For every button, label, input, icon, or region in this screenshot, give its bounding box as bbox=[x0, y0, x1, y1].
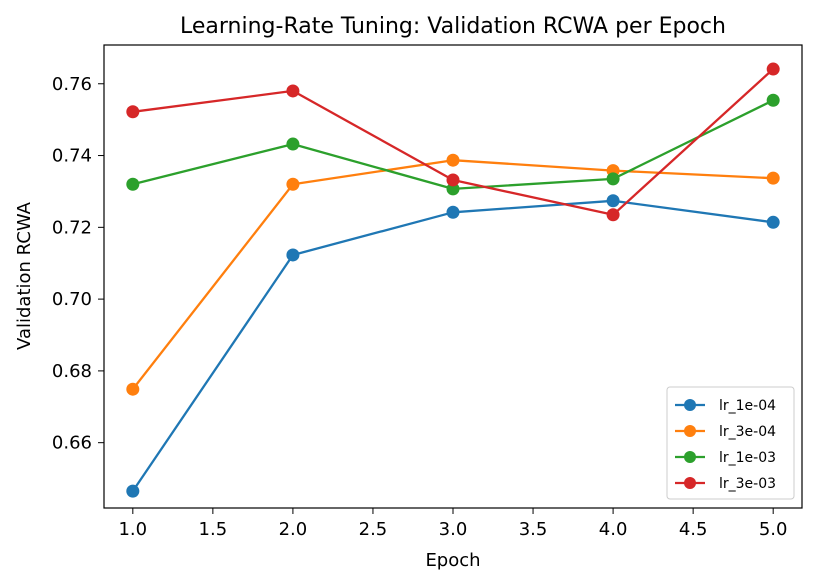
data-point bbox=[766, 215, 780, 229]
legend-marker bbox=[684, 477, 696, 489]
x-tick-label: 3.0 bbox=[439, 519, 468, 540]
legend: lr_1e-04 lr_3e-04 lr_1e-03 lr_3e-03 bbox=[666, 386, 795, 500]
y-tick-label: 0.68 bbox=[52, 361, 92, 382]
data-point bbox=[446, 205, 460, 219]
chart-title: Learning-Rate Tuning: Validation RCWA pe… bbox=[180, 14, 726, 39]
legend-entry: lr_1e-03 bbox=[675, 450, 776, 466]
legend-box bbox=[666, 386, 795, 500]
series-lr_3e-03 bbox=[126, 62, 780, 222]
data-point bbox=[126, 484, 140, 498]
legend-marker bbox=[684, 399, 696, 411]
y-axis-label: Validation RCWA bbox=[14, 201, 35, 350]
x-tick-label: 2.0 bbox=[279, 519, 308, 540]
legend-label: lr_1e-03 bbox=[719, 450, 776, 466]
data-point bbox=[286, 177, 300, 191]
data-point bbox=[766, 62, 780, 76]
data-point bbox=[126, 177, 140, 191]
legend-label: lr_3e-03 bbox=[719, 476, 776, 492]
series-lr_1e-04 bbox=[126, 194, 780, 498]
plot-frame bbox=[103, 44, 803, 509]
data-point bbox=[766, 93, 780, 107]
data-point bbox=[446, 182, 460, 196]
y-tick-label: 0.76 bbox=[52, 74, 92, 95]
data-point bbox=[286, 84, 300, 98]
legend-marker bbox=[684, 451, 696, 463]
x-tick-label: 3.5 bbox=[519, 519, 548, 540]
legend-marker bbox=[684, 425, 696, 437]
series-lr_1e-03 bbox=[126, 93, 780, 196]
legend-entry: lr_1e-04 bbox=[675, 398, 776, 414]
data-point bbox=[286, 137, 300, 151]
data-point bbox=[446, 153, 460, 167]
data-point bbox=[286, 248, 300, 262]
y-tick-label: 0.74 bbox=[52, 146, 92, 167]
data-point bbox=[126, 382, 140, 396]
legend-label: lr_1e-04 bbox=[719, 398, 776, 414]
legend-entry: lr_3e-03 bbox=[675, 476, 776, 492]
legend-entry: lr_3e-04 bbox=[675, 424, 776, 440]
y-tick-label: 0.70 bbox=[52, 289, 92, 310]
x-axis-label: Epoch bbox=[425, 550, 480, 571]
data-point bbox=[766, 171, 780, 185]
data-point bbox=[126, 105, 140, 119]
data-point bbox=[446, 173, 460, 187]
y-tick-label: 0.72 bbox=[52, 217, 92, 238]
plot-area: 1.0 1.5 2.0 2.5 3.0 3.5 4.0 4.5 5.0 0.66 0.68 0.70 0… bbox=[52, 62, 788, 540]
data-point bbox=[606, 172, 620, 186]
x-tick-label: 4.5 bbox=[679, 519, 708, 540]
x-tick-label: 5.0 bbox=[759, 519, 788, 540]
data-point bbox=[606, 194, 620, 208]
x-tick-label: 1.5 bbox=[199, 519, 228, 540]
y-tick-label: 0.66 bbox=[52, 433, 92, 454]
x-tick-label: 1.0 bbox=[118, 519, 147, 540]
x-tick-label: 4.0 bbox=[599, 519, 628, 540]
data-point bbox=[606, 208, 620, 222]
legend-label: lr_3e-04 bbox=[719, 424, 776, 440]
x-tick-label: 2.5 bbox=[359, 519, 388, 540]
